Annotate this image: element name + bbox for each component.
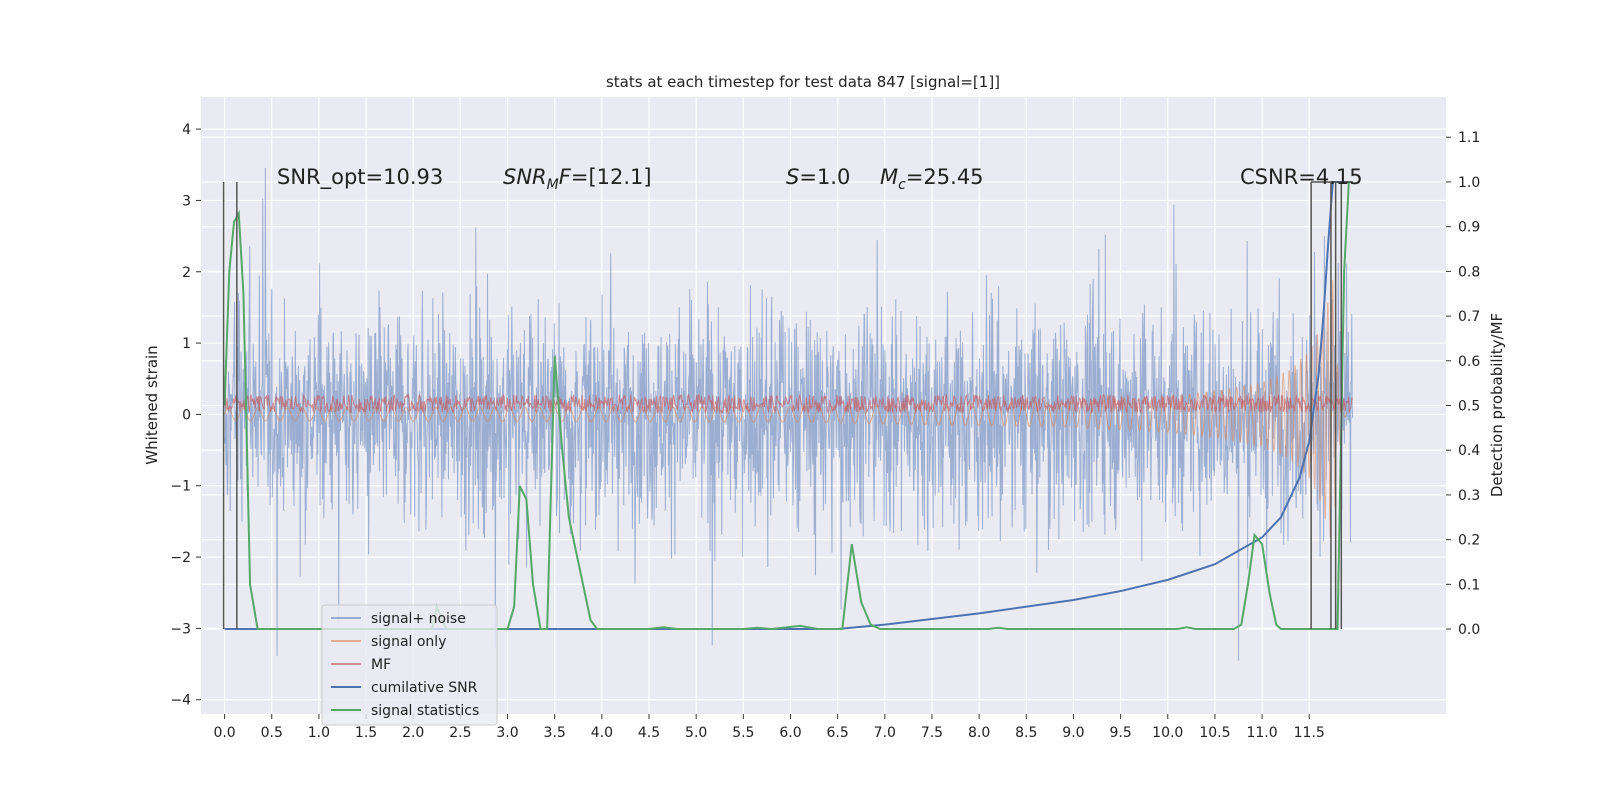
y-left-tick-label: −1 — [170, 479, 191, 495]
x-tick-label: 6.0 — [779, 725, 801, 741]
y-right-tick-label: 0.0 — [1458, 622, 1480, 638]
x-tick-label: 10.5 — [1199, 725, 1230, 741]
x-tick-label: 2.0 — [402, 725, 424, 741]
x-tick-label: 4.5 — [638, 725, 660, 741]
x-tick-label: 9.0 — [1062, 725, 1084, 741]
x-tick-label: 11.5 — [1294, 725, 1325, 741]
legend-item-signal-noise: signal+ noise — [331, 611, 466, 627]
y-right-tick-label: 1.1 — [1458, 130, 1480, 146]
x-tick-label: 3.5 — [544, 725, 566, 741]
annotation-csnr: CSNR=4.15 — [1240, 165, 1363, 189]
svg-text:cumilative SNR: cumilative SNR — [371, 680, 478, 696]
y-left-tick-label: 2 — [182, 265, 191, 281]
x-tick-label: 3.0 — [496, 725, 518, 741]
x-tick-label: 6.5 — [827, 725, 849, 741]
x-tick-label: 8.0 — [968, 725, 990, 741]
x-tick-label: 1.0 — [308, 725, 330, 741]
y-left-tick-label: 4 — [182, 122, 191, 138]
x-tick-label: 0.5 — [261, 725, 283, 741]
x-tick-label: 9.5 — [1109, 725, 1131, 741]
annotation-snr-opt: SNR_opt=10.93 — [277, 165, 443, 190]
x-tick-label: 7.0 — [874, 725, 896, 741]
y-left-tick-label: 0 — [182, 407, 191, 423]
y-right-tick-label: 0.5 — [1458, 399, 1480, 415]
y-axis-left: 4 3 2 1 0 −1 −2 −3 −4 — [170, 122, 201, 709]
annotation-s: S=1.0 — [786, 165, 850, 189]
chart-title: stats at each timestep for test data 847… — [606, 73, 1000, 91]
y-right-tick-label: 0.7 — [1458, 309, 1480, 325]
svg-text:signal statistics: signal statistics — [371, 703, 479, 719]
y-right-tick-label: 0.3 — [1458, 488, 1480, 504]
series-signal-noise-line — [224, 167, 1354, 661]
x-tick-label: 4.0 — [591, 725, 613, 741]
legend: signal+ noise signal only MF cumilative … — [321, 604, 498, 726]
y-left-tick-label: −4 — [170, 693, 191, 709]
y-right-tick-label: 0.2 — [1458, 533, 1480, 549]
x-tick-label: 7.5 — [921, 725, 943, 741]
y-right-tick-label: 0.8 — [1458, 264, 1480, 280]
legend-item-cumilative-snr: cumilative SNR — [331, 680, 478, 696]
x-tick-label: 10.0 — [1152, 725, 1183, 741]
legend-box — [321, 604, 498, 726]
legend-item-signal-only: signal only — [331, 634, 446, 650]
y-left-tick-label: −3 — [170, 621, 191, 637]
x-tick-label: 5.5 — [732, 725, 754, 741]
svg-text:signal only: signal only — [371, 634, 446, 650]
y-right-tick-label: 0.9 — [1458, 220, 1480, 236]
series-mf-line — [224, 392, 1353, 415]
y-axis-right-label: Detection probability/MF — [1488, 313, 1506, 497]
legend-item-signal-statistics: signal statistics — [331, 703, 479, 719]
x-axis: 0.0 0.5 1.0 1.5 2.0 2.5 3.0 3.5 4.0 4.5 5.0 5.5 6.0 6… — [213, 714, 1325, 741]
y-axis-left-label: Whitened strain — [143, 345, 161, 464]
y-left-tick-label: 1 — [182, 336, 191, 352]
series-cumilative-snr-line — [224, 180, 1353, 631]
annotations: SNR_opt=10.93 SNRMF=[12.1] S=1.0 Mc=25.4… — [277, 165, 1363, 193]
annotation-snr-mf: SNRMF=[12.1] — [503, 165, 652, 193]
y-left-tick-label: 3 — [182, 193, 191, 209]
y-right-tick-label: 1.0 — [1458, 175, 1480, 191]
legend-item-mf: MF — [331, 657, 391, 673]
x-tick-label: 8.5 — [1015, 725, 1037, 741]
x-tick-label: 0.0 — [213, 725, 235, 741]
y-right-tick-label: 0.4 — [1458, 443, 1480, 459]
svg-text:signal+ noise: signal+ noise — [371, 611, 466, 627]
y-axis-right: 1.1 1.0 0.9 0.8 0.7 0.6 0.5 0.4 0.3 0.2 0.1 0.0 — [1446, 130, 1480, 638]
y-right-tick-label: 0.1 — [1458, 577, 1480, 593]
y-left-tick-label: −2 — [170, 550, 191, 566]
x-tick-label: 1.5 — [355, 725, 377, 741]
series-signal-only-line — [224, 279, 1348, 538]
x-tick-label: 5.0 — [685, 725, 707, 741]
x-tick-label: 11.0 — [1246, 725, 1277, 741]
annotation-mc: Mc=25.45 — [880, 165, 984, 193]
y-right-tick-label: 0.6 — [1458, 354, 1480, 370]
svg-text:MF: MF — [371, 657, 391, 673]
x-tick-label: 2.5 — [449, 725, 471, 741]
